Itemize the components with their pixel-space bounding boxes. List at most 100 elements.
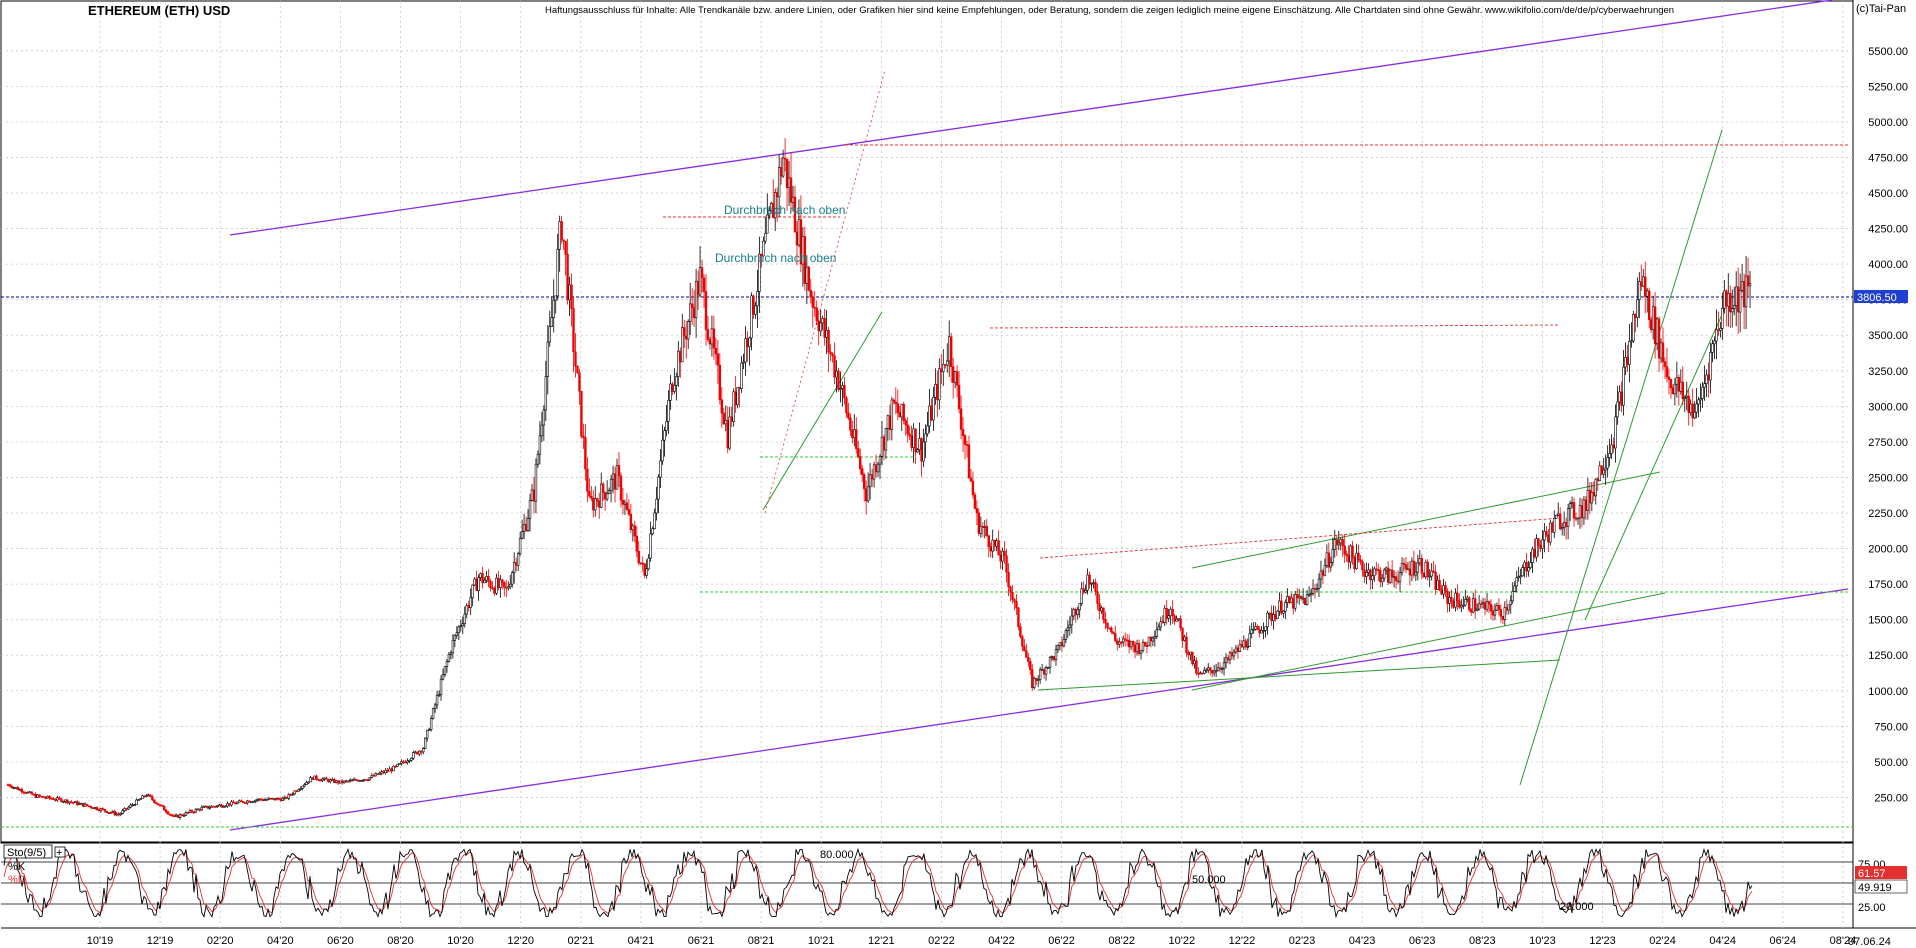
candle-body <box>619 475 623 501</box>
candle-body <box>1025 650 1028 658</box>
candle-body <box>64 799 67 802</box>
candle-body <box>592 497 595 511</box>
candle-body <box>473 578 476 586</box>
candle-body <box>1021 636 1024 647</box>
candle-body <box>696 280 700 296</box>
candle-body <box>1495 605 1499 611</box>
candle-body <box>1363 569 1366 577</box>
candle-body <box>1108 627 1111 630</box>
candle-body <box>1248 633 1251 647</box>
candle-body <box>1141 642 1145 651</box>
candle-body <box>1604 467 1607 471</box>
candle-body <box>726 420 729 449</box>
candle-body <box>1013 599 1016 602</box>
dotted-breakout-line <box>764 69 886 514</box>
candle-body <box>157 803 160 806</box>
candle-body <box>655 498 658 514</box>
candle-body <box>1074 609 1077 616</box>
candle-body <box>853 429 856 439</box>
candle-body <box>214 806 217 808</box>
candle-body <box>441 674 445 680</box>
x-tick-label: 04'20 <box>267 935 294 947</box>
candle-body <box>1485 601 1489 610</box>
candle-body <box>1167 615 1170 619</box>
candle-body <box>1165 608 1168 619</box>
candle-body <box>825 330 828 338</box>
candle-body <box>360 780 364 782</box>
candle-body <box>546 341 550 377</box>
y-tick-label: 4000.00 <box>1868 259 1908 271</box>
candle-body <box>228 803 231 806</box>
candle-body <box>912 428 915 448</box>
candle-body <box>756 291 759 307</box>
candle-body <box>1335 539 1338 546</box>
candle-body <box>1189 651 1192 656</box>
candle-body <box>1713 340 1716 345</box>
candle-body <box>1003 550 1006 557</box>
candle-body <box>1487 601 1491 605</box>
candle-body <box>675 376 678 386</box>
candle-body <box>1655 318 1659 344</box>
candle-body <box>301 785 304 789</box>
candle-body <box>1388 569 1392 583</box>
candle-body <box>56 797 59 801</box>
candle-body <box>1210 670 1214 674</box>
candle-body <box>265 799 269 801</box>
candle-body <box>878 456 882 465</box>
candle-body <box>930 405 933 421</box>
candle-body <box>1468 597 1471 610</box>
candle-body <box>1738 290 1742 313</box>
candle-body <box>870 474 874 480</box>
candle-body <box>959 408 963 430</box>
candle-body <box>673 384 676 392</box>
candle-body <box>1539 544 1542 549</box>
y-tick-label: 4750.00 <box>1868 152 1908 164</box>
candle-body <box>1703 383 1706 388</box>
candle-body <box>526 518 530 531</box>
candle-body <box>337 780 340 784</box>
candle-body <box>580 390 583 437</box>
candle-body <box>890 399 894 430</box>
candle-body <box>657 476 660 500</box>
candle-body <box>275 797 279 801</box>
candle-body <box>1084 589 1087 593</box>
candle-body <box>1058 642 1062 646</box>
sto-tick-25: 25.00 <box>1858 902 1886 914</box>
candle-body <box>1011 591 1014 600</box>
candle-body <box>1321 570 1325 576</box>
candle-body <box>327 779 330 783</box>
candle-body <box>40 795 43 798</box>
candle-body <box>683 327 686 337</box>
candle-body <box>1110 627 1113 633</box>
candle-body <box>1052 656 1056 660</box>
candle-body <box>1683 397 1686 399</box>
candle-body <box>1452 600 1455 608</box>
candle-body <box>752 295 755 315</box>
candle-body <box>1521 567 1524 577</box>
candle-body <box>433 704 437 709</box>
candle-body <box>981 526 985 528</box>
candle-body <box>647 557 650 570</box>
candle-body <box>688 303 692 322</box>
candle-body <box>429 718 433 730</box>
candle-body <box>346 780 350 783</box>
sto-expand-icon[interactable] <box>54 846 66 858</box>
candle-body <box>779 166 783 177</box>
candle-body <box>1424 561 1427 578</box>
candle-body <box>574 351 577 367</box>
candle-body <box>257 798 261 801</box>
candle-body <box>1353 557 1356 570</box>
candle-body <box>271 797 275 800</box>
candle-body <box>576 365 579 374</box>
candle-body <box>940 368 943 373</box>
candle-body <box>953 371 957 383</box>
candle-body <box>951 366 955 383</box>
candle-body <box>34 793 37 798</box>
candle-body <box>1626 357 1629 365</box>
candle-body <box>1015 601 1018 609</box>
candle-body <box>244 802 247 804</box>
candle-body <box>973 494 977 509</box>
candle-body <box>74 801 77 803</box>
x-tick-label: 06'20 <box>327 935 354 947</box>
y-tick-label: 5250.00 <box>1868 81 1908 93</box>
